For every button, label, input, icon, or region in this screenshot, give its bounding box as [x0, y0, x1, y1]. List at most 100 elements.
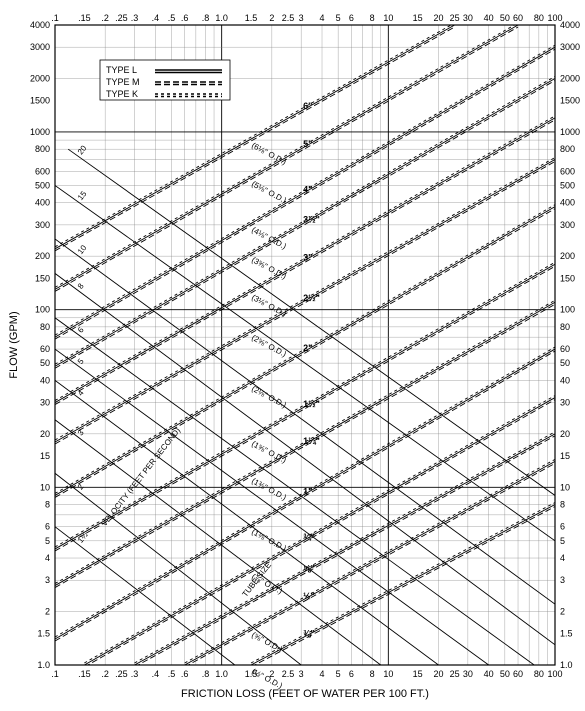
y-tick-label: 300 [35, 220, 50, 230]
pipe-size-label: ½" [303, 591, 315, 601]
y-tick-label: 400 [560, 198, 575, 208]
pipe-size-label: 1" [303, 486, 312, 496]
y-axis-label: FLOW (GPM) [8, 311, 20, 378]
y-tick-label: 6 [45, 522, 50, 532]
x-tick-label: 6 [349, 669, 354, 679]
y-tick-label: 60 [40, 344, 50, 354]
x-tick-label: 5 [336, 13, 341, 23]
y-tick-label: 10 [560, 482, 570, 492]
y-tick-label: 1.0 [560, 660, 573, 670]
legend-item-label: TYPE K [106, 89, 138, 99]
x-tick-label: 15 [413, 669, 423, 679]
x-tick-label: 10 [383, 669, 393, 679]
pipe-size-label: ⅝" [303, 563, 315, 573]
pipe-size-label: 4" [303, 184, 312, 194]
y-tick-label: 8 [45, 500, 50, 510]
y-tick-label: 1.5 [560, 629, 573, 639]
x-tick-label: .25 [115, 669, 128, 679]
x-tick-label: 6 [349, 13, 354, 23]
x-tick-label: 3 [299, 13, 304, 23]
y-tick-label: 3 [560, 575, 565, 585]
y-tick-label: 400 [35, 198, 50, 208]
y-tick-label: 150 [560, 273, 575, 283]
y-tick-label: 80 [560, 322, 570, 332]
x-tick-label: 8 [370, 13, 375, 23]
x-tick-label: 1.0 [215, 669, 228, 679]
y-tick-label: 100 [35, 305, 50, 315]
y-tick-label: 15 [40, 451, 50, 461]
y-tick-label: 1000 [30, 127, 50, 137]
y-tick-label: 200 [560, 251, 575, 261]
y-tick-label: 40 [40, 375, 50, 385]
x-tick-label: 80 [534, 669, 544, 679]
x-tick-label: 30 [463, 669, 473, 679]
x-tick-label: .2 [101, 669, 109, 679]
y-tick-label: 2 [45, 607, 50, 617]
y-tick-label: 600 [35, 166, 50, 176]
x-tick-label: 60 [513, 13, 523, 23]
y-tick-label: 3000 [30, 42, 50, 52]
x-tick-label: .4 [152, 669, 160, 679]
x-tick-label: .6 [181, 13, 189, 23]
y-tick-label: 2000 [30, 73, 50, 83]
x-tick-label: .8 [202, 13, 210, 23]
x-tick-label: 30 [463, 13, 473, 23]
y-tick-label: 800 [560, 144, 575, 154]
x-tick-label: 40 [484, 13, 494, 23]
x-tick-label: .25 [115, 13, 128, 23]
x-tick-label: 20 [433, 13, 443, 23]
legend-item-label: TYPE M [106, 77, 140, 87]
y-tick-label: 15 [560, 451, 570, 461]
x-tick-label: 1.0 [215, 13, 228, 23]
pipe-size-label: ¾" [303, 532, 315, 542]
x-tick-label: 2.5 [282, 669, 295, 679]
x-tick-label: 100 [547, 669, 562, 679]
pipe-size-label: 6" [303, 101, 312, 111]
x-tick-label: .1 [51, 669, 59, 679]
x-tick-label: .5 [168, 13, 176, 23]
x-tick-label: 3 [299, 669, 304, 679]
y-tick-label: 50 [560, 358, 570, 368]
y-tick-label: 500 [35, 180, 50, 190]
x-tick-label: 80 [534, 13, 544, 23]
pipe-size-label: 5" [303, 139, 312, 149]
y-tick-label: 1.0 [37, 660, 50, 670]
y-tick-label: 5 [560, 536, 565, 546]
y-tick-label: 200 [35, 251, 50, 261]
x-tick-label: .15 [78, 669, 91, 679]
pipe-size-label: 1½" [303, 399, 320, 409]
x-tick-label: 5 [336, 669, 341, 679]
x-tick-label: 50 [500, 669, 510, 679]
y-tick-label: 20 [560, 429, 570, 439]
x-tick-label: 25 [450, 669, 460, 679]
y-tick-label: 30 [560, 398, 570, 408]
y-tick-label: 100 [560, 305, 575, 315]
pipe-size-label: 2½" [303, 293, 320, 303]
y-tick-label: 50 [40, 358, 50, 368]
y-tick-label: 30 [40, 398, 50, 408]
y-tick-label: 1.5 [37, 629, 50, 639]
x-tick-label: 10 [383, 13, 393, 23]
x-tick-label: 60 [513, 669, 523, 679]
y-tick-label: 60 [560, 344, 570, 354]
x-tick-label: 2 [269, 13, 274, 23]
x-tick-label: .2 [101, 13, 109, 23]
x-tick-label: .3 [131, 13, 139, 23]
x-axis-label: FRICTION LOSS (FEET OF WATER PER 100 FT.… [181, 688, 429, 700]
y-tick-label: 500 [560, 180, 575, 190]
y-tick-label: 800 [35, 144, 50, 154]
y-tick-label: 20 [40, 429, 50, 439]
x-tick-label: .5 [168, 669, 176, 679]
y-tick-label: 3 [45, 575, 50, 585]
x-tick-label: .6 [181, 669, 189, 679]
y-tick-label: 1500 [560, 96, 580, 106]
y-tick-label: 4 [560, 553, 565, 563]
y-tick-label: 1000 [560, 127, 580, 137]
y-tick-label: 2 [560, 607, 565, 617]
x-tick-label: 8 [370, 669, 375, 679]
y-tick-label: 300 [560, 220, 575, 230]
y-tick-label: 8 [560, 500, 565, 510]
x-tick-label: .4 [152, 13, 160, 23]
x-tick-label: .3 [131, 669, 139, 679]
y-tick-label: 4000 [560, 20, 580, 30]
